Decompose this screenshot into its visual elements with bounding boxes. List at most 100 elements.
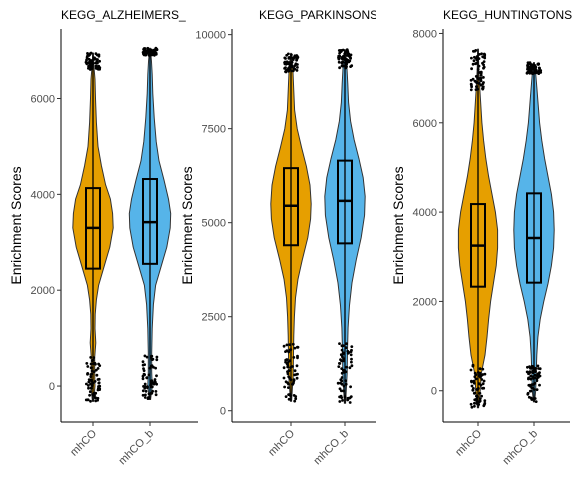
outlier-point <box>470 379 473 383</box>
violin-group-mhCO <box>457 48 499 409</box>
outlier-point <box>89 399 92 403</box>
outlier-point <box>470 67 473 71</box>
outlier-point <box>291 382 295 386</box>
outlier-point <box>348 59 352 63</box>
outlier-point <box>295 364 299 368</box>
outlier-point <box>287 67 291 71</box>
y-tick-label: 4000 <box>413 207 437 219</box>
outlier-point <box>482 52 486 56</box>
outlier-point <box>283 385 286 389</box>
outlier-point <box>87 384 90 387</box>
outlier-point <box>530 68 533 72</box>
outlier-point <box>345 365 349 369</box>
outlier-point <box>472 379 476 383</box>
outlier-point <box>340 382 344 386</box>
outlier-point <box>479 383 483 387</box>
y-tick-label: 6000 <box>413 118 437 130</box>
outlier-point <box>534 400 538 403</box>
outlier-point <box>89 373 93 376</box>
outlier-point <box>286 365 290 369</box>
outlier-point <box>474 57 478 60</box>
outlier-point <box>288 393 291 396</box>
outlier-point <box>475 85 478 88</box>
outlier-point <box>285 343 289 347</box>
y-tick-label: 0 <box>431 386 437 398</box>
outlier-point <box>153 53 156 57</box>
y-tick-label: 6000 <box>31 93 55 105</box>
violin-group-mhCO <box>270 52 312 403</box>
outlier-point <box>285 53 289 57</box>
outlier-point <box>93 57 97 61</box>
outlier-point <box>478 82 481 85</box>
outlier-point <box>340 367 344 370</box>
outlier-point <box>294 395 298 398</box>
outlier-point <box>89 356 93 359</box>
outlier-point <box>534 370 537 373</box>
x-tick-label: mhCO <box>68 427 99 458</box>
outlier-point <box>284 350 287 353</box>
y-tick-label: 7500 <box>202 124 226 136</box>
outlier-point <box>341 64 345 68</box>
outlier-point <box>535 388 539 391</box>
y-axis-label: Enrichment Scores <box>390 166 406 284</box>
outlier-point <box>337 60 341 64</box>
outlier-point <box>151 52 154 55</box>
outlier-point <box>537 70 541 73</box>
outlier-point <box>284 395 288 398</box>
outlier-point <box>349 57 352 60</box>
outlier-point <box>537 72 541 75</box>
outlier-point <box>86 365 90 368</box>
outlier-point <box>98 59 101 63</box>
outlier-point <box>150 49 154 53</box>
outlier-point <box>150 354 154 358</box>
panel-title: KEGG_PARKINSONS <box>259 8 378 22</box>
outlier-point <box>473 79 477 83</box>
outlier-point <box>155 374 158 378</box>
outlier-points <box>141 46 159 400</box>
y-tick-label: 0 <box>49 381 55 393</box>
outlier-point <box>336 381 340 385</box>
outlier-point <box>470 85 473 89</box>
outlier-point <box>293 399 297 403</box>
outlier-point <box>349 395 353 398</box>
outlier-point <box>291 342 295 346</box>
outlier-point <box>526 391 530 395</box>
outlier-point <box>348 401 352 404</box>
outlier-point <box>89 382 92 386</box>
outlier-point <box>282 366 286 370</box>
outlier-point <box>89 366 93 370</box>
x-tick-label: mhCO <box>266 427 297 458</box>
outlier-point <box>469 78 473 82</box>
outlier-point <box>480 378 484 381</box>
outlier-point <box>342 359 345 363</box>
outlier-point <box>286 360 290 364</box>
outlier-point <box>529 389 533 393</box>
outlier-point <box>86 372 90 375</box>
outlier-point <box>538 371 541 374</box>
x-tick-label: mhCO_b <box>312 428 352 468</box>
y-tick-label: 2000 <box>413 296 437 308</box>
outlier-point <box>153 378 157 381</box>
y-tick-label: 2000 <box>31 285 55 297</box>
outlier-point <box>470 56 473 60</box>
y-tick-label: 0 <box>220 406 226 418</box>
outlier-point <box>482 65 486 69</box>
outlier-point <box>341 355 344 359</box>
outlier-point <box>285 60 289 64</box>
outlier-point <box>95 373 99 377</box>
outlier-point <box>338 51 341 55</box>
outlier-point <box>94 399 98 403</box>
outlier-point <box>338 342 341 345</box>
outlier-point <box>155 382 159 386</box>
outlier-point <box>338 362 341 365</box>
y-tick-label: 8000 <box>413 28 437 40</box>
outlier-point <box>482 404 486 408</box>
outlier-point <box>478 371 482 375</box>
outlier-point <box>285 358 289 361</box>
outlier-point <box>529 374 533 378</box>
outlier-point <box>483 401 487 405</box>
outlier-point <box>469 368 473 372</box>
outlier-point <box>287 56 291 60</box>
outlier-point <box>526 365 529 369</box>
outlier-point <box>88 393 91 397</box>
